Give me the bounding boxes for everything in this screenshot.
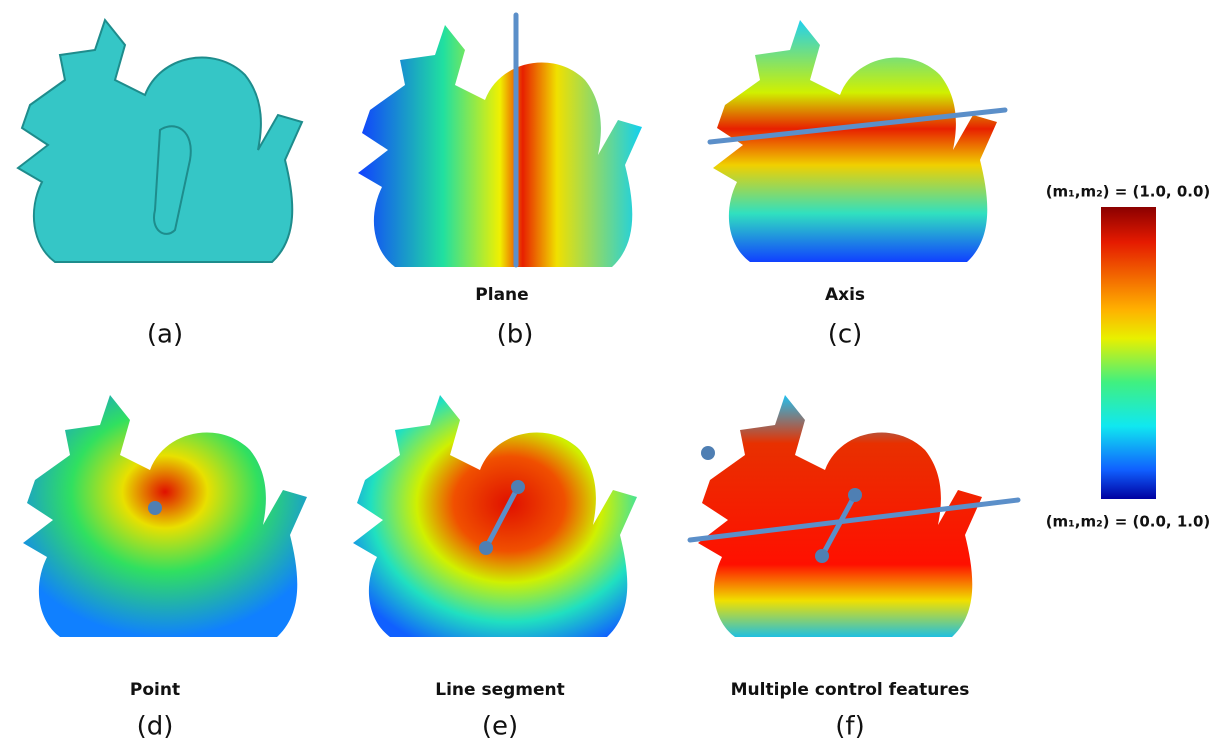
dragon	[23, 395, 307, 637]
dragon	[698, 395, 982, 637]
control-point	[848, 488, 862, 502]
colorbar-gradient	[1101, 207, 1156, 499]
caption: Axis	[825, 285, 865, 305]
panel-e: Line segment (e)	[353, 395, 637, 742]
control-point	[701, 446, 715, 460]
figure: (a) Plane (b) Axis (c) Point (d) Line se…	[0, 0, 1228, 748]
panel-label: (c)	[828, 320, 863, 350]
panel-c: Axis (c)	[710, 20, 1005, 350]
control-point	[511, 480, 525, 494]
dragon	[358, 25, 642, 267]
colorbar-bottom-label: (m₁,m₂) = (0.0, 1.0)	[1046, 513, 1211, 531]
panel-a: (a)	[18, 20, 302, 350]
panel-label: (e)	[482, 712, 518, 742]
caption: Plane	[475, 285, 528, 305]
control-point	[479, 541, 493, 555]
dragon	[18, 20, 302, 262]
caption: Line segment	[435, 680, 565, 700]
panel-b: Plane (b)	[358, 15, 642, 350]
dragon	[713, 20, 997, 262]
panel-label: (f)	[835, 712, 864, 742]
dragon	[353, 395, 637, 637]
control-point	[148, 501, 162, 515]
caption: Point	[130, 680, 180, 700]
panel-label: (d)	[137, 712, 174, 742]
colorbar-top-label: (m₁,m₂) = (1.0, 0.0)	[1046, 183, 1211, 201]
panel-d: Point (d)	[23, 395, 307, 742]
panel-label: (a)	[147, 320, 183, 350]
caption: Multiple control features	[731, 680, 970, 700]
colorbar: (m₁,m₂) = (1.0, 0.0) (m₁,m₂) = (0.0, 1.0…	[1046, 183, 1211, 531]
panel-f: Multiple control features (f)	[690, 395, 1018, 742]
control-point	[815, 549, 829, 563]
panel-label: (b)	[497, 320, 534, 350]
